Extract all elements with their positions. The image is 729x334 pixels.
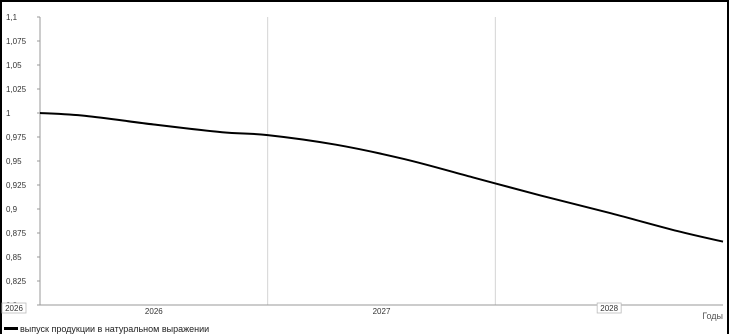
legend: выпуск продукции в натуральном выражении <box>4 323 209 334</box>
y-tick-label: 1,1 <box>6 13 18 22</box>
x-axis: 2026 2026 2027 2028 <box>1 302 723 316</box>
y-tick-label: 1,025 <box>6 85 27 94</box>
x-tick-label: 2026 <box>145 307 163 316</box>
x-tick-label: 2027 <box>373 307 391 316</box>
x-tick-label-box <box>1 302 27 314</box>
y-tick-label: 0,95 <box>6 157 22 166</box>
x-tick-group: 2026 <box>1 302 27 314</box>
y-tick-label: 1,05 <box>6 61 22 70</box>
grid-lines <box>267 17 496 305</box>
x-tick-label: 2026 <box>5 304 23 313</box>
y-tick-label: 0,975 <box>6 133 27 142</box>
x-tick-group: 2027 <box>373 307 391 316</box>
x-axis-title: Годы <box>702 311 723 321</box>
y-tick-label: 0,85 <box>6 253 22 262</box>
series-line <box>39 112 724 243</box>
y-tick-label: 0,9 <box>6 205 18 214</box>
legend-swatch <box>4 327 18 330</box>
x-tick-label: 2028 <box>600 304 618 313</box>
x-tick-group: 2028 <box>596 302 622 314</box>
y-tick-label: 1,075 <box>6 37 27 46</box>
series-layer <box>39 112 724 243</box>
y-axis: 1,1 1,075 1,05 1,025 1 0,975 0,95 0,925 0,9 0,875… <box>6 13 41 310</box>
x-tick-label-box <box>596 302 622 314</box>
legend-label: выпуск продукции в натуральном выражении <box>20 323 210 334</box>
x-tick-group: 2026 <box>145 307 163 316</box>
y-tick-label: 0,825 <box>6 277 27 286</box>
y-tick-label: 0,875 <box>6 229 27 238</box>
y-tick-label: 1 <box>6 109 11 118</box>
y-tick-label: 0,925 <box>6 181 27 190</box>
